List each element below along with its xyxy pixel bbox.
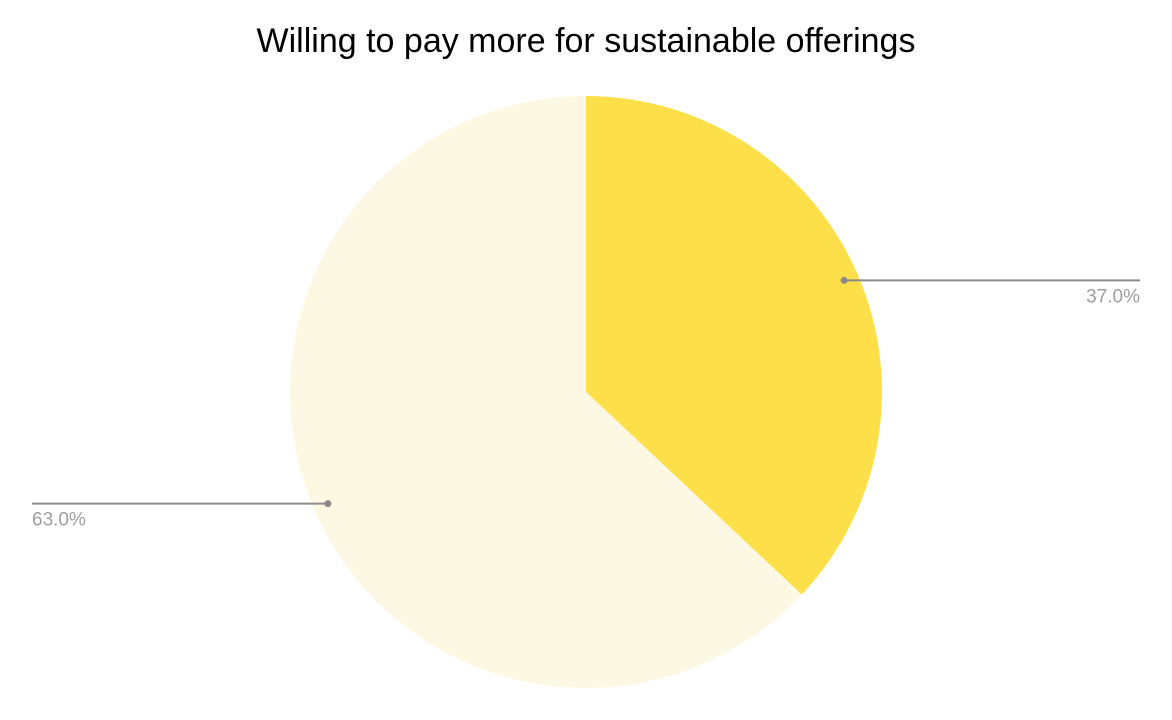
chart-title: Willing to pay more for sustainable offe… xyxy=(257,22,916,60)
value-label: 37.0% xyxy=(1086,286,1140,307)
value-label: 63.0% xyxy=(32,510,86,531)
pie-slice xyxy=(586,96,882,595)
leader-dot xyxy=(840,276,848,284)
pie-slice xyxy=(290,96,802,689)
leader-dot xyxy=(324,500,332,508)
